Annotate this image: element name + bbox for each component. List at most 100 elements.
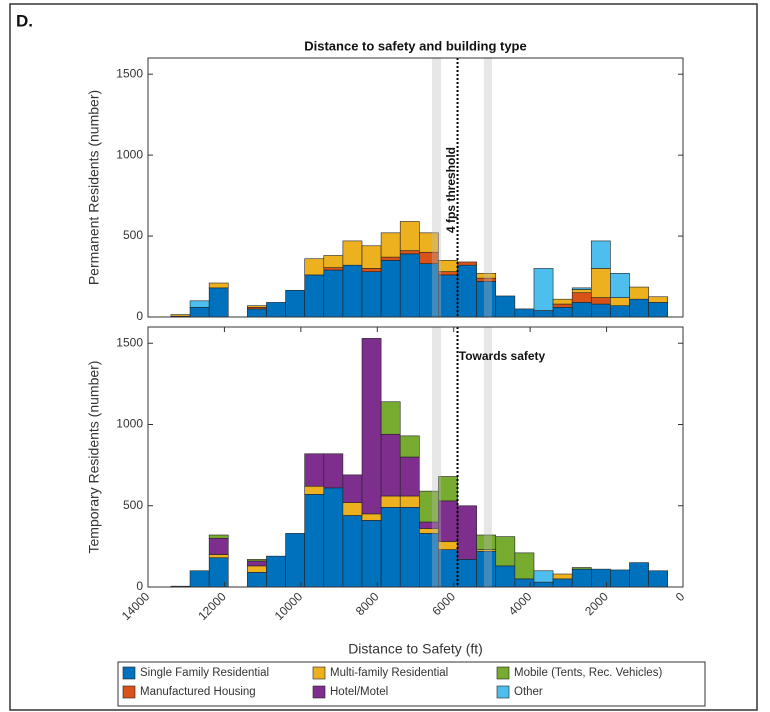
bar-segment [361, 338, 382, 515]
bar-segment [438, 549, 458, 588]
bar-segment [514, 552, 535, 580]
bar-segment [304, 485, 325, 495]
bar-segment [438, 271, 458, 276]
bar-segment [590, 297, 611, 305]
y-tick-label: 0 [136, 309, 143, 323]
bar-segment [533, 570, 554, 583]
bar-segment [342, 474, 363, 503]
bar-segment [342, 502, 363, 516]
bar-segment [208, 282, 229, 289]
bar-segment [571, 567, 592, 570]
bar-segment [208, 534, 229, 539]
bar-segment [590, 303, 611, 318]
bar-segment [552, 303, 573, 308]
bar-segment [457, 261, 477, 266]
bar-segment [457, 559, 477, 588]
bar-segment [552, 578, 573, 588]
legend-swatch [122, 666, 136, 680]
bar-segment [457, 264, 477, 318]
bar-segment [533, 581, 554, 588]
bar-segment [495, 536, 516, 567]
bar-segment [590, 268, 611, 298]
bar-segment [438, 260, 458, 272]
legend-swatch [312, 666, 326, 680]
bar-segment [457, 505, 477, 560]
bar-segment [323, 487, 344, 588]
y-tick-label: 500 [123, 498, 143, 512]
bar-segment [629, 286, 649, 300]
bar-segment [514, 578, 535, 588]
bar-segment [648, 570, 669, 588]
bar-segment [380, 507, 401, 588]
bar-segment [514, 308, 535, 318]
bar-segment [495, 295, 516, 318]
bar-segment [571, 568, 592, 588]
y-axis-label: Permanent Residents (number) [86, 90, 102, 285]
bar-segment [189, 306, 210, 318]
bar-segment [380, 433, 401, 497]
bar-segment [438, 274, 458, 318]
bar-segment [648, 302, 669, 318]
bar-segment [438, 476, 458, 502]
uncertainty-band [431, 327, 442, 587]
bar-segment [323, 269, 344, 318]
bar-segment [361, 245, 382, 269]
bar-segment [438, 541, 458, 550]
bar-segment [304, 258, 325, 276]
y-tick-label: 500 [123, 228, 143, 242]
uncertainty-band [483, 327, 492, 587]
panel-label: D. [16, 11, 33, 30]
bar-segment [552, 298, 573, 305]
bar-segment [323, 453, 344, 489]
legend-label: Manufactured Housing [140, 686, 256, 698]
bar-segment [533, 310, 554, 318]
bar-segment [266, 302, 286, 318]
legend-label: Multi-family Residential [330, 667, 448, 679]
bar-segment [399, 456, 420, 497]
legend-label: Mobile (Tents, Rec. Vehicles) [514, 667, 662, 679]
y-axis-label: Temporary Residents (number) [86, 361, 102, 554]
bar-segment [648, 296, 669, 303]
bar-segment [399, 221, 420, 251]
bar-segment [380, 401, 401, 435]
bar-segment [247, 559, 267, 562]
bar-segment [533, 268, 554, 311]
bar-segment [590, 240, 611, 269]
legend-label: Hotel/Motel [330, 686, 388, 698]
bar-segment [285, 533, 305, 588]
legend-swatch [122, 685, 136, 699]
bar-segment [571, 292, 592, 303]
annotation: Towards safety [459, 349, 546, 363]
y-tick-label: 0 [136, 579, 143, 593]
legend-box [117, 661, 706, 707]
bar-segment [419, 232, 439, 253]
bar-segment [629, 298, 649, 318]
bar-segment [610, 305, 630, 318]
bar-segment [399, 495, 420, 508]
bar-segment [399, 435, 420, 458]
uncertainty-band [483, 58, 492, 317]
bar-segment [208, 557, 229, 588]
bar-segment [342, 515, 363, 588]
bar-segment [571, 302, 592, 318]
bar-segment [285, 289, 305, 318]
bar-segment [590, 568, 611, 588]
legend-swatch [496, 666, 510, 680]
bar-segment [304, 494, 325, 588]
bar-segment [361, 520, 382, 588]
plot-frame [147, 326, 684, 588]
bar-segment [189, 300, 210, 308]
bar-segment [610, 272, 630, 298]
bar-segment [208, 287, 229, 318]
bar-segment [399, 250, 420, 255]
bar-segment [266, 555, 286, 588]
bar-segment [247, 308, 267, 318]
bar-segment [610, 297, 630, 306]
bar-segment [476, 272, 497, 279]
bar-segment [380, 232, 401, 258]
y-tick-label: 1000 [116, 417, 143, 431]
bar-segment [170, 314, 191, 317]
bar-segment [380, 256, 401, 261]
bar-segment [361, 513, 382, 521]
